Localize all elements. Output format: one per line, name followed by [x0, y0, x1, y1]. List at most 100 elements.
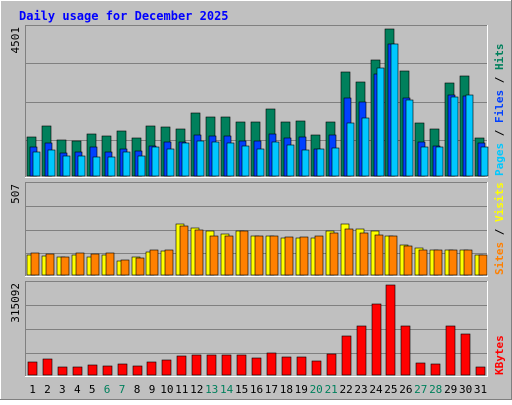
sites-bar-day-9 [149, 249, 159, 276]
x-tick-label-day-12: 12 [190, 383, 203, 396]
pages-bar-day-31 [480, 146, 489, 177]
x-axis-labels: 1 2 3 4 5 6 7 8 9 10 11 12 13 14 15 16 17 18 19 20 21 22 23 24 2… [29, 383, 487, 396]
kbytes-bar-day-4 [72, 366, 83, 376]
sites-bar-day-19 [299, 236, 309, 276]
pages-bar-day-12 [196, 140, 205, 177]
x-tick-label-day-26: 26 [399, 383, 412, 396]
kbytes-bar-day-14 [221, 354, 232, 376]
kbytes-bar-day-13 [206, 354, 217, 376]
legend-kbytes: KBytes [493, 335, 506, 375]
sites-bar-day-24 [374, 234, 384, 276]
x-tick-label-day-4: 4 [74, 383, 81, 396]
sites-bar-day-3 [60, 256, 70, 276]
visits-ymax-label: 507 [9, 184, 22, 204]
sites-bar-day-18 [284, 236, 294, 276]
pages-bar-day-24 [376, 67, 385, 177]
pages-bar-day-28 [435, 146, 444, 177]
x-tick-label-day-14: 14 [220, 383, 234, 396]
visits-panel: 507 Sites / Visits [9, 182, 506, 277]
kbytes-bar-day-2 [42, 358, 53, 376]
kbytes-bar-day-16 [251, 357, 262, 376]
pages-bar-day-26 [405, 99, 414, 177]
x-tick-label-day-2: 2 [44, 383, 51, 396]
pages-bar-day-11 [181, 142, 190, 177]
x-tick-label-day-17: 17 [265, 383, 278, 396]
kbytes-bar-day-24 [371, 303, 382, 376]
chart-panels: 4501 Pages / Files / Hits 507 Sites / Visit… [9, 25, 506, 377]
x-tick-label-day-10: 10 [160, 383, 173, 396]
pages-bar-day-13 [211, 141, 220, 177]
sites-bar-day-16 [254, 235, 264, 276]
pages-bar-day-9 [151, 146, 160, 177]
pages-bar-day-4 [77, 155, 86, 177]
x-tick-label-day-25: 25 [384, 383, 397, 396]
sites-bar-day-15 [239, 230, 249, 276]
sites-bar-day-14 [224, 235, 234, 276]
legend-files: Files [493, 90, 506, 123]
x-tick-label-day-24: 24 [369, 383, 383, 396]
sites-bar-day-8 [135, 257, 145, 276]
x-tick-label-day-28: 28 [429, 383, 442, 396]
pages-bar-day-29 [450, 96, 459, 177]
sites-bar-day-20 [314, 235, 324, 276]
x-tick-label-day-21: 21 [325, 383, 338, 396]
kbytes-bar-day-20 [311, 360, 322, 376]
legend-visits: Visits [493, 182, 506, 222]
kbytes-bar-day-30 [460, 333, 471, 376]
hits-ymax-label: 4501 [9, 27, 22, 54]
sites-bar-day-25 [388, 235, 398, 276]
pages-bar-day-6 [107, 156, 116, 177]
x-tick-label-day-27: 27 [414, 383, 427, 396]
sites-bar-day-11 [179, 225, 189, 276]
kbytes-bar-day-10 [161, 359, 172, 376]
visits-legend-text: Sites / Visits [493, 182, 506, 275]
pages-bar-day-5 [92, 156, 101, 177]
sites-bar-day-21 [329, 232, 339, 276]
visits-legend: Sites / Visits [493, 182, 506, 275]
pages-bar-day-14 [226, 142, 235, 177]
kbytes-series [27, 284, 486, 376]
sites-bar-day-22 [344, 228, 354, 276]
x-tick-label-day-7: 7 [119, 383, 126, 396]
kbytes-bar-day-1 [27, 361, 38, 376]
x-tick-label-day-30: 30 [459, 383, 472, 396]
legend-hits: Hits [493, 44, 506, 71]
x-tick-label-day-23: 23 [354, 383, 367, 396]
kbytes-bar-day-23 [356, 325, 367, 376]
pages-bar-day-27 [420, 146, 429, 177]
kbytes-bar-day-11 [176, 355, 187, 376]
pages-bar-day-8 [137, 155, 146, 177]
kbytes-bar-day-3 [57, 366, 68, 376]
sites-bar-day-7 [120, 259, 130, 276]
kbytes-bar-day-18 [281, 356, 292, 376]
x-tick-label-day-20: 20 [310, 383, 323, 396]
pages-bar-day-18 [286, 144, 295, 177]
x-tick-label-day-31: 31 [474, 383, 487, 396]
kbytes-bar-day-15 [236, 354, 247, 376]
x-tick-label-day-19: 19 [295, 383, 308, 396]
pages-bar-day-25 [390, 43, 399, 177]
kbytes-bar-day-22 [341, 335, 352, 376]
x-tick-label-day-22: 22 [339, 383, 352, 396]
kbytes-bar-day-9 [146, 361, 157, 376]
kbytes-bar-day-6 [102, 365, 113, 376]
kbytes-bar-day-12 [191, 354, 202, 376]
pages-series [32, 43, 489, 177]
x-tick-label-day-18: 18 [280, 383, 293, 396]
sites-bar-day-31 [478, 254, 488, 276]
chart-title: Daily usage for December 2025 [19, 9, 229, 23]
sites-bar-day-23 [359, 232, 369, 276]
pages-bar-day-16 [256, 148, 265, 177]
pages-bar-day-22 [346, 122, 355, 177]
kbytes-legend-text: KBytes [493, 335, 506, 375]
sites-bar-day-28 [433, 249, 443, 276]
hits-panel: 4501 Pages / Files / Hits [9, 25, 506, 178]
hits-legend: Pages / Files / Hits [493, 44, 506, 177]
kbytes-bar-day-28 [430, 363, 441, 376]
sites-bar-day-1 [30, 252, 40, 276]
x-tick-label-day-16: 16 [250, 383, 263, 396]
hits-legend-text: Pages / Files / Hits [493, 44, 506, 177]
pages-bar-day-7 [122, 151, 131, 177]
x-tick-label-day-8: 8 [134, 383, 141, 396]
